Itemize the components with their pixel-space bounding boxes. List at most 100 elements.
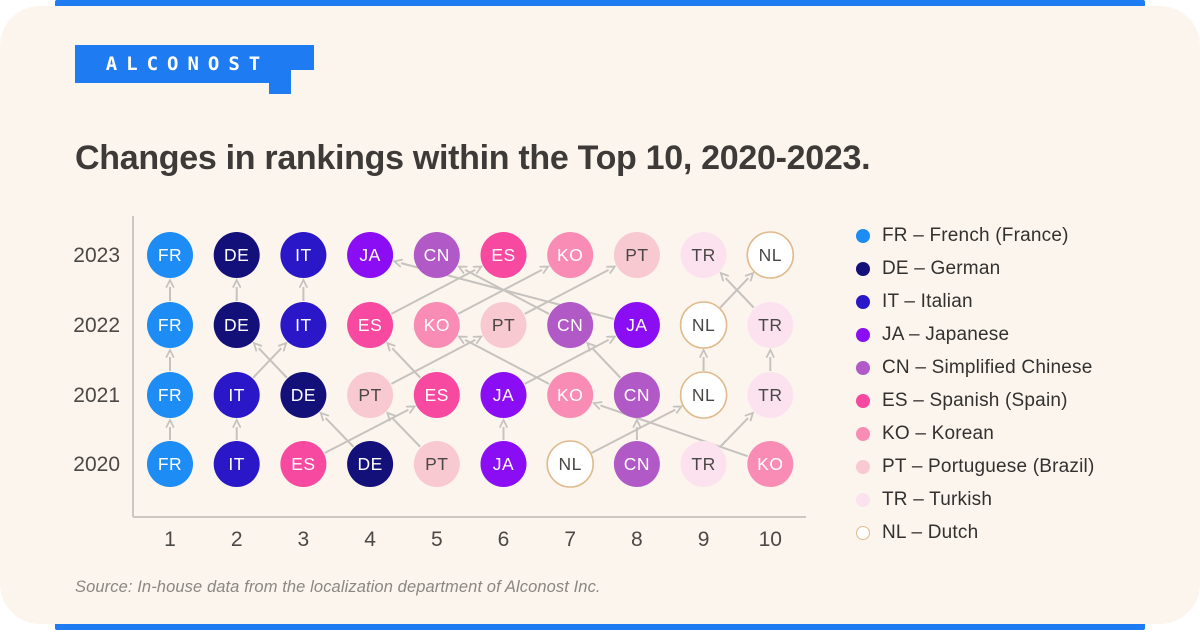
x-tick-4: 4 xyxy=(364,528,376,551)
rank-node-2022-NL: NL xyxy=(679,301,728,349)
svg-text:JA: JA xyxy=(359,245,380,265)
svg-text:FR: FR xyxy=(158,315,182,335)
legend-label: TR – Turkish xyxy=(882,488,993,510)
svg-text:KO: KO xyxy=(424,315,450,335)
y-tick-2023: 2023 xyxy=(73,244,120,267)
legend: FR – French (France) DE – German IT – Ital… xyxy=(856,219,1094,549)
legend-label: ES – Spanish (Spain) xyxy=(882,389,1068,411)
top-accent-bar xyxy=(55,0,1145,7)
legend-label: JA – Japanese xyxy=(882,323,1010,345)
page-title: Changes in rankings within the Top 10, 2… xyxy=(75,138,871,177)
rank-node-2021-PT: PT xyxy=(347,372,394,418)
chart-canvas: FR DE IT JA CN ES KO PT TR NL FR DE IT ES KO PT CN JA NL TR… xyxy=(73,216,806,551)
rank-node-2023-IT: IT xyxy=(280,232,327,278)
svg-text:NL: NL xyxy=(559,454,582,474)
rank-node-2023-DE: DE xyxy=(213,232,260,278)
rank-node-2021-FR: FR xyxy=(147,372,193,418)
legend-dot-pt xyxy=(856,459,870,474)
x-tick-7: 7 xyxy=(564,528,576,551)
rank-node-2021-TR: TR xyxy=(747,372,794,418)
legend-dot-ko xyxy=(856,426,870,441)
x-tick-3: 3 xyxy=(298,528,310,551)
rank-node-2022-ES: ES xyxy=(347,302,394,348)
svg-text:JA: JA xyxy=(493,385,514,405)
svg-text:IT: IT xyxy=(228,454,245,474)
rank-node-2022-JA: JA xyxy=(613,302,660,348)
svg-text:FR: FR xyxy=(158,454,182,474)
bump-chart: FR DE IT JA CN ES KO PT TR NL FR DE IT ES KO PT CN JA NL TR… xyxy=(73,216,806,551)
legend-label: NL – Dutch xyxy=(882,521,979,543)
legend-label: PT – Portuguese (Brazil) xyxy=(882,455,1095,477)
svg-text:CN: CN xyxy=(557,315,583,335)
svg-text:KO: KO xyxy=(757,454,783,474)
rank-node-2021-IT: IT xyxy=(213,372,260,418)
rank-node-2022-FR: FR xyxy=(147,302,193,348)
svg-text:NL: NL xyxy=(759,245,782,265)
svg-text:JA: JA xyxy=(626,315,647,335)
svg-text:TR: TR xyxy=(758,385,782,405)
legend-item-nl: NL – Dutch xyxy=(856,516,1094,549)
rank-node-2023-NL: NL xyxy=(746,231,795,279)
svg-text:ES: ES xyxy=(358,315,382,335)
legend-dot-cn xyxy=(856,360,870,375)
x-tick-9: 9 xyxy=(698,528,710,551)
svg-text:IT: IT xyxy=(295,315,312,335)
legend-item-es: ES – Spanish (Spain) xyxy=(856,384,1094,417)
svg-text:IT: IT xyxy=(228,385,245,405)
rank-node-2023-PT: PT xyxy=(613,232,660,278)
rank-node-2023-ES: ES xyxy=(480,232,527,278)
logo-bar: ALCONOST xyxy=(75,45,291,83)
y-tick-2022: 2022 xyxy=(73,314,120,337)
rank-node-2021-ES: ES xyxy=(413,372,460,418)
legend-item-ko: KO – Korean xyxy=(856,417,1094,450)
rank-node-2020-NL: NL xyxy=(546,440,595,488)
legend-label: DE – German xyxy=(882,257,1001,279)
rank-node-2020-IT: IT xyxy=(213,441,260,487)
legend-label: KO – Korean xyxy=(882,422,995,444)
rank-node-2023-FR: FR xyxy=(147,232,193,278)
svg-text:IT: IT xyxy=(295,245,312,265)
rank-node-2022-KO: KO xyxy=(413,302,460,348)
svg-text:PT: PT xyxy=(425,454,448,474)
logo-step-bottom xyxy=(269,83,291,94)
alconost-logo: ALCONOST xyxy=(75,45,315,97)
svg-text:JA: JA xyxy=(493,454,514,474)
rank-node-2023-TR: TR xyxy=(680,232,727,278)
rank-node-2021-CN: CN xyxy=(613,372,660,418)
rank-node-2021-NL: NL xyxy=(679,371,728,419)
legend-label: IT – Italian xyxy=(882,290,973,312)
x-tick-6: 6 xyxy=(498,528,510,551)
svg-text:ES: ES xyxy=(491,245,515,265)
rank-node-2022-PT: PT xyxy=(480,302,527,348)
svg-text:TR: TR xyxy=(691,454,715,474)
transition-arrows xyxy=(165,258,775,458)
legend-item-tr: TR – Turkish xyxy=(856,483,1094,516)
bottom-accent-bar xyxy=(55,622,1145,630)
rank-node-2022-CN: CN xyxy=(547,302,594,348)
legend-item-ja: JA – Japanese xyxy=(856,318,1094,351)
svg-text:NL: NL xyxy=(692,315,715,335)
svg-text:NL: NL xyxy=(692,385,715,405)
legend-dot-es xyxy=(856,393,870,408)
rank-node-2021-KO: KO xyxy=(547,372,594,418)
source-note: Source: In-house data from the localizat… xyxy=(75,578,601,596)
svg-text:FR: FR xyxy=(158,385,182,405)
x-tick-8: 8 xyxy=(631,528,643,551)
legend-dot-it xyxy=(856,294,870,309)
svg-text:ES: ES xyxy=(425,385,449,405)
rank-node-2021-DE: DE xyxy=(280,372,327,418)
y-tick-2021: 2021 xyxy=(73,384,120,407)
legend-dot-nl xyxy=(856,525,870,540)
svg-text:KO: KO xyxy=(557,385,583,405)
svg-text:CN: CN xyxy=(424,245,450,265)
rank-node-2022-TR: TR xyxy=(747,302,794,348)
svg-text:DE: DE xyxy=(224,245,249,265)
svg-text:PT: PT xyxy=(358,385,381,405)
legend-label: CN – Simplified Chinese xyxy=(882,356,1093,378)
svg-text:PT: PT xyxy=(492,315,515,335)
legend-item-fr: FR – French (France) xyxy=(856,219,1094,252)
logo-text: ALCONOST xyxy=(105,52,270,75)
x-tick-10: 10 xyxy=(759,528,782,551)
svg-text:CN: CN xyxy=(624,385,650,405)
